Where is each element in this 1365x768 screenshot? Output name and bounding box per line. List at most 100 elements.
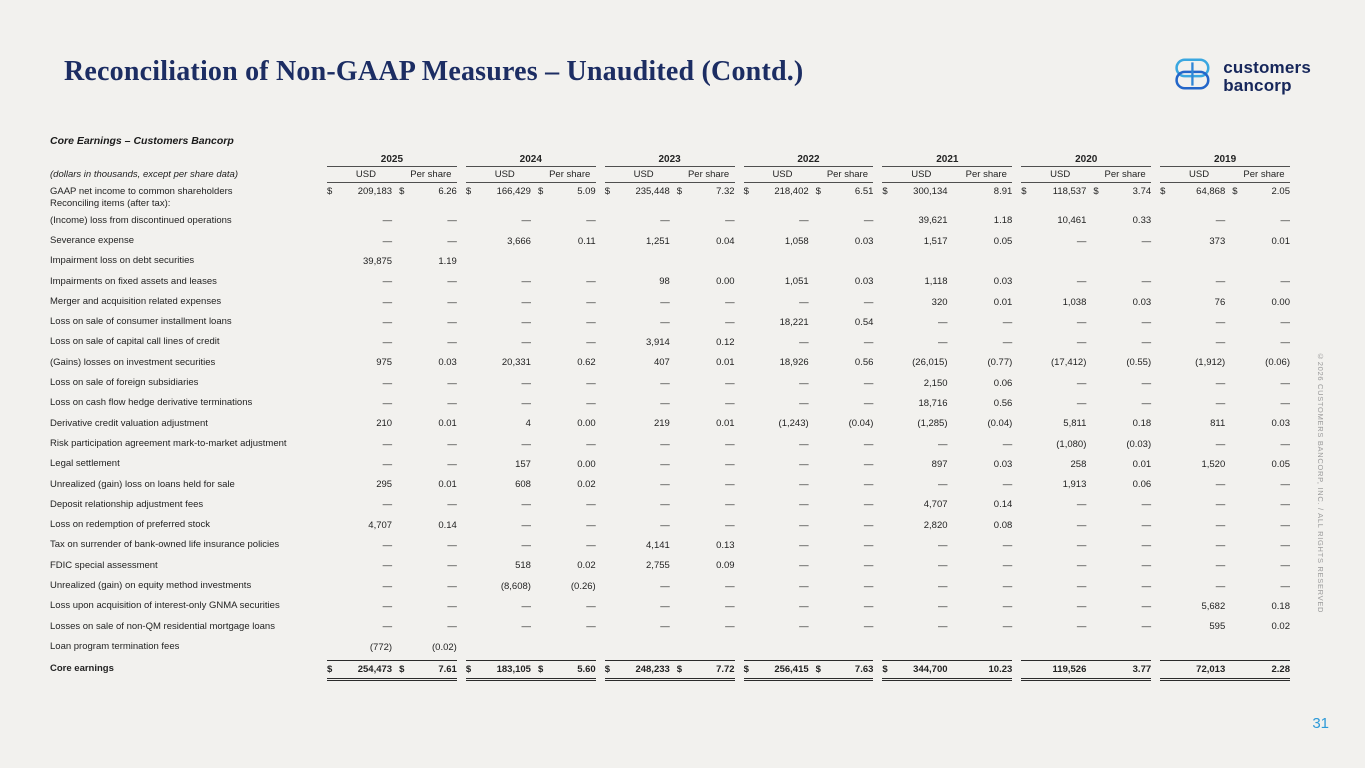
usd-sign: $ [465, 663, 472, 675]
cell-2022: — — [744, 438, 874, 450]
usd-value: 4,141 [646, 540, 670, 552]
year-header: 2023 [604, 154, 735, 167]
per-share-value: — [586, 519, 596, 531]
usd-value: — [938, 600, 948, 612]
cell-2021: $300,134 8.91 [882, 186, 1012, 197]
usd-value: 72,013 [1196, 663, 1226, 675]
usd-value: 219 [653, 418, 670, 430]
row-label-text: GAAP net income to common shareholders [50, 186, 233, 197]
per-share-column-header: Per share [826, 169, 868, 180]
usd-sign: $ [1160, 186, 1166, 197]
per-share-value: — [447, 276, 457, 288]
usd-value: 1,913 [1062, 479, 1087, 491]
row-label-text: Loan program termination fees [50, 640, 180, 652]
per-share-value: — [725, 621, 735, 633]
per-share-value: — [1141, 519, 1152, 531]
per-share-column-header: Per share [1104, 169, 1146, 180]
usd-column-header: USD [911, 169, 932, 180]
cell-2022: 18,221 0.54 [744, 317, 874, 328]
per-share-value: (0.77) [987, 357, 1013, 369]
cell-2022: — — [744, 215, 874, 227]
table-row: Merger and acquisition related expenses —… [50, 292, 1290, 312]
row-label: GAAP net income to common shareholders Re… [50, 186, 318, 211]
usd-value: 2,820 [923, 519, 948, 531]
usd-value: — [799, 479, 809, 491]
usd-value: — [521, 377, 531, 389]
per-share-value: 0.01 [993, 296, 1013, 308]
per-share-value: — [1141, 337, 1152, 349]
per-share-value: — [863, 621, 874, 633]
usd-value: 119,526 [1052, 663, 1087, 675]
row-label-text: Losses on sale of non-QM residential mor… [50, 620, 275, 632]
usd-value: 2,755 [646, 560, 670, 572]
spacer [1229, 169, 1238, 180]
spacer [1090, 169, 1099, 180]
cell-2023: 3,914 0.12 [605, 337, 735, 348]
usd-value: 407 [653, 357, 670, 369]
cell-2019: — — [1160, 317, 1290, 328]
cell-2019: — — [1160, 215, 1290, 226]
usd-value: — [1076, 276, 1087, 288]
cell-2023: — — [605, 297, 734, 308]
cell-2021: — — [882, 317, 1012, 328]
year-group-2019: 2019 USD Per share [1160, 154, 1290, 183]
cell-2025: — — [327, 560, 457, 571]
usd-value: — [660, 600, 670, 612]
cell-2025: — — [327, 621, 457, 632]
row-label-text: Loss on sale of capital call lines of cr… [50, 336, 220, 348]
usd-value: 811 [1210, 418, 1226, 430]
cell-2020: — — [1021, 398, 1151, 409]
per-share-value: — [863, 479, 874, 491]
per-share-column-header: Per share [965, 169, 1007, 180]
usd-value: — [660, 458, 670, 470]
cell-2020: 1,038 0.03 [1021, 297, 1152, 308]
cell-2025: — — [327, 439, 457, 450]
per-share-value: 3.77 [1132, 663, 1152, 675]
per-share-value: — [586, 540, 596, 552]
usd-value: — [1215, 398, 1226, 409]
per-share-value: — [1002, 580, 1013, 592]
cell-2025: — — [327, 317, 457, 328]
usd-value: — [1215, 580, 1226, 592]
cell-2024: 157 0.00 [466, 459, 596, 470]
per-share-value: — [1141, 499, 1152, 511]
usd-value: — [382, 276, 393, 288]
per-share-value: 6.26 [438, 186, 457, 197]
usd-sign: $ [327, 186, 333, 197]
cell-2022: — — [744, 499, 873, 510]
usd-value: 39,621 [918, 215, 948, 227]
per-share-value: — [447, 215, 457, 227]
per-share-value: — [1002, 316, 1013, 328]
per-share-value: — [863, 215, 874, 227]
usd-value: 20,331 [501, 357, 531, 369]
table-row: Impairments on fixed assets and leases — —… [50, 272, 1290, 292]
usd-value: — [938, 560, 948, 572]
per-share-value: 0.09 [716, 560, 735, 572]
per-share-value: 0.03 [993, 458, 1013, 470]
usd-value: — [382, 438, 393, 450]
year-group-2022: 2022 USD Per share [743, 154, 874, 183]
per-share-sign: $ [399, 186, 405, 197]
cell-2024: — — [466, 540, 596, 552]
per-share-value: — [1280, 438, 1291, 450]
per-share-value: (0.03) [1126, 438, 1152, 450]
usd-value: — [1076, 235, 1087, 247]
usd-value: 373 [1209, 235, 1226, 247]
cell-2021: 2,820 0.08 [882, 519, 1013, 531]
per-share-value: 6.51 [854, 186, 874, 197]
usd-value: (1,285) [917, 418, 948, 430]
usd-value: — [521, 600, 531, 612]
per-share-value: 5.60 [577, 663, 596, 675]
cell-2021: — — [882, 560, 1012, 571]
spacer [812, 169, 821, 180]
usd-value: — [382, 296, 393, 308]
usd-value: 258 [1070, 458, 1087, 470]
usd-value: — [799, 519, 809, 531]
row-label: Losses on sale of non-QM residential mor… [50, 621, 318, 633]
per-share-value: — [863, 438, 874, 450]
row-label-text: Merger and acquisition related expenses [50, 295, 222, 307]
per-share-value: — [725, 398, 735, 409]
usd-value: 118,537 [1052, 186, 1087, 197]
per-share-value: 0.01 [716, 418, 735, 430]
total-cell-2022: $256,415 $7.63 [743, 659, 874, 681]
